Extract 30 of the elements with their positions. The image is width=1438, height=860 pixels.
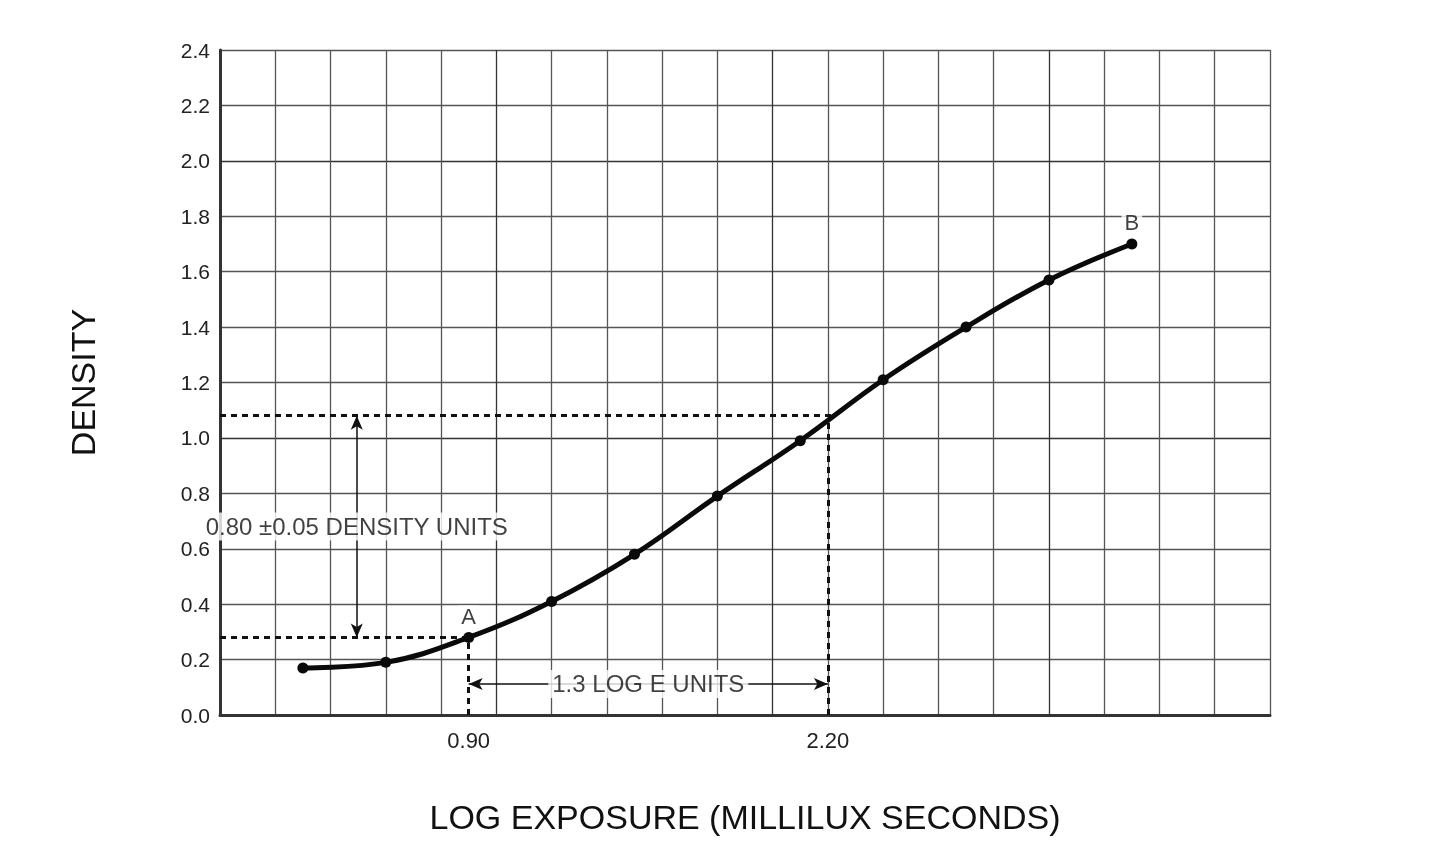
y-tick-label: 2.4: [180, 38, 211, 62]
y-tick-label: 0.4: [180, 592, 211, 616]
y-tick-label: 1.6: [180, 260, 210, 284]
point: [463, 631, 475, 643]
annotation: B: [1124, 210, 1140, 236]
point: [1043, 274, 1055, 286]
y-tick-label: 2.2: [180, 93, 210, 117]
point: [960, 321, 972, 333]
point: [877, 374, 889, 386]
y-tick-label: 1.2: [180, 371, 210, 394]
y-tick-label: 1.8: [180, 204, 210, 228]
x-tick-label: 0.90: [447, 727, 491, 753]
y-tick-label: 0.8: [180, 481, 210, 505]
y-tick-label: 1.0: [180, 426, 210, 450]
point: [546, 595, 558, 607]
y-tick-label: 1.4: [180, 315, 211, 339]
y-tick-label: 0.0: [180, 703, 210, 727]
point: [794, 435, 806, 447]
y-tick-label: 2.0: [180, 149, 210, 173]
annotation: A: [461, 603, 477, 629]
y-tick-label: 0.2: [180, 648, 210, 672]
x-axis-title: LOG EXPOSURE (MILLILUX SECONDS): [429, 798, 1061, 836]
point: [628, 548, 640, 560]
point: [380, 656, 392, 668]
point: [1126, 238, 1138, 250]
y-axis-title: DENSITY: [64, 308, 102, 457]
x-tick-label: 2.20: [806, 727, 850, 753]
point: [711, 490, 723, 502]
annotation: 1.3 LOG E UNITS: [552, 670, 745, 698]
point: [297, 662, 309, 674]
